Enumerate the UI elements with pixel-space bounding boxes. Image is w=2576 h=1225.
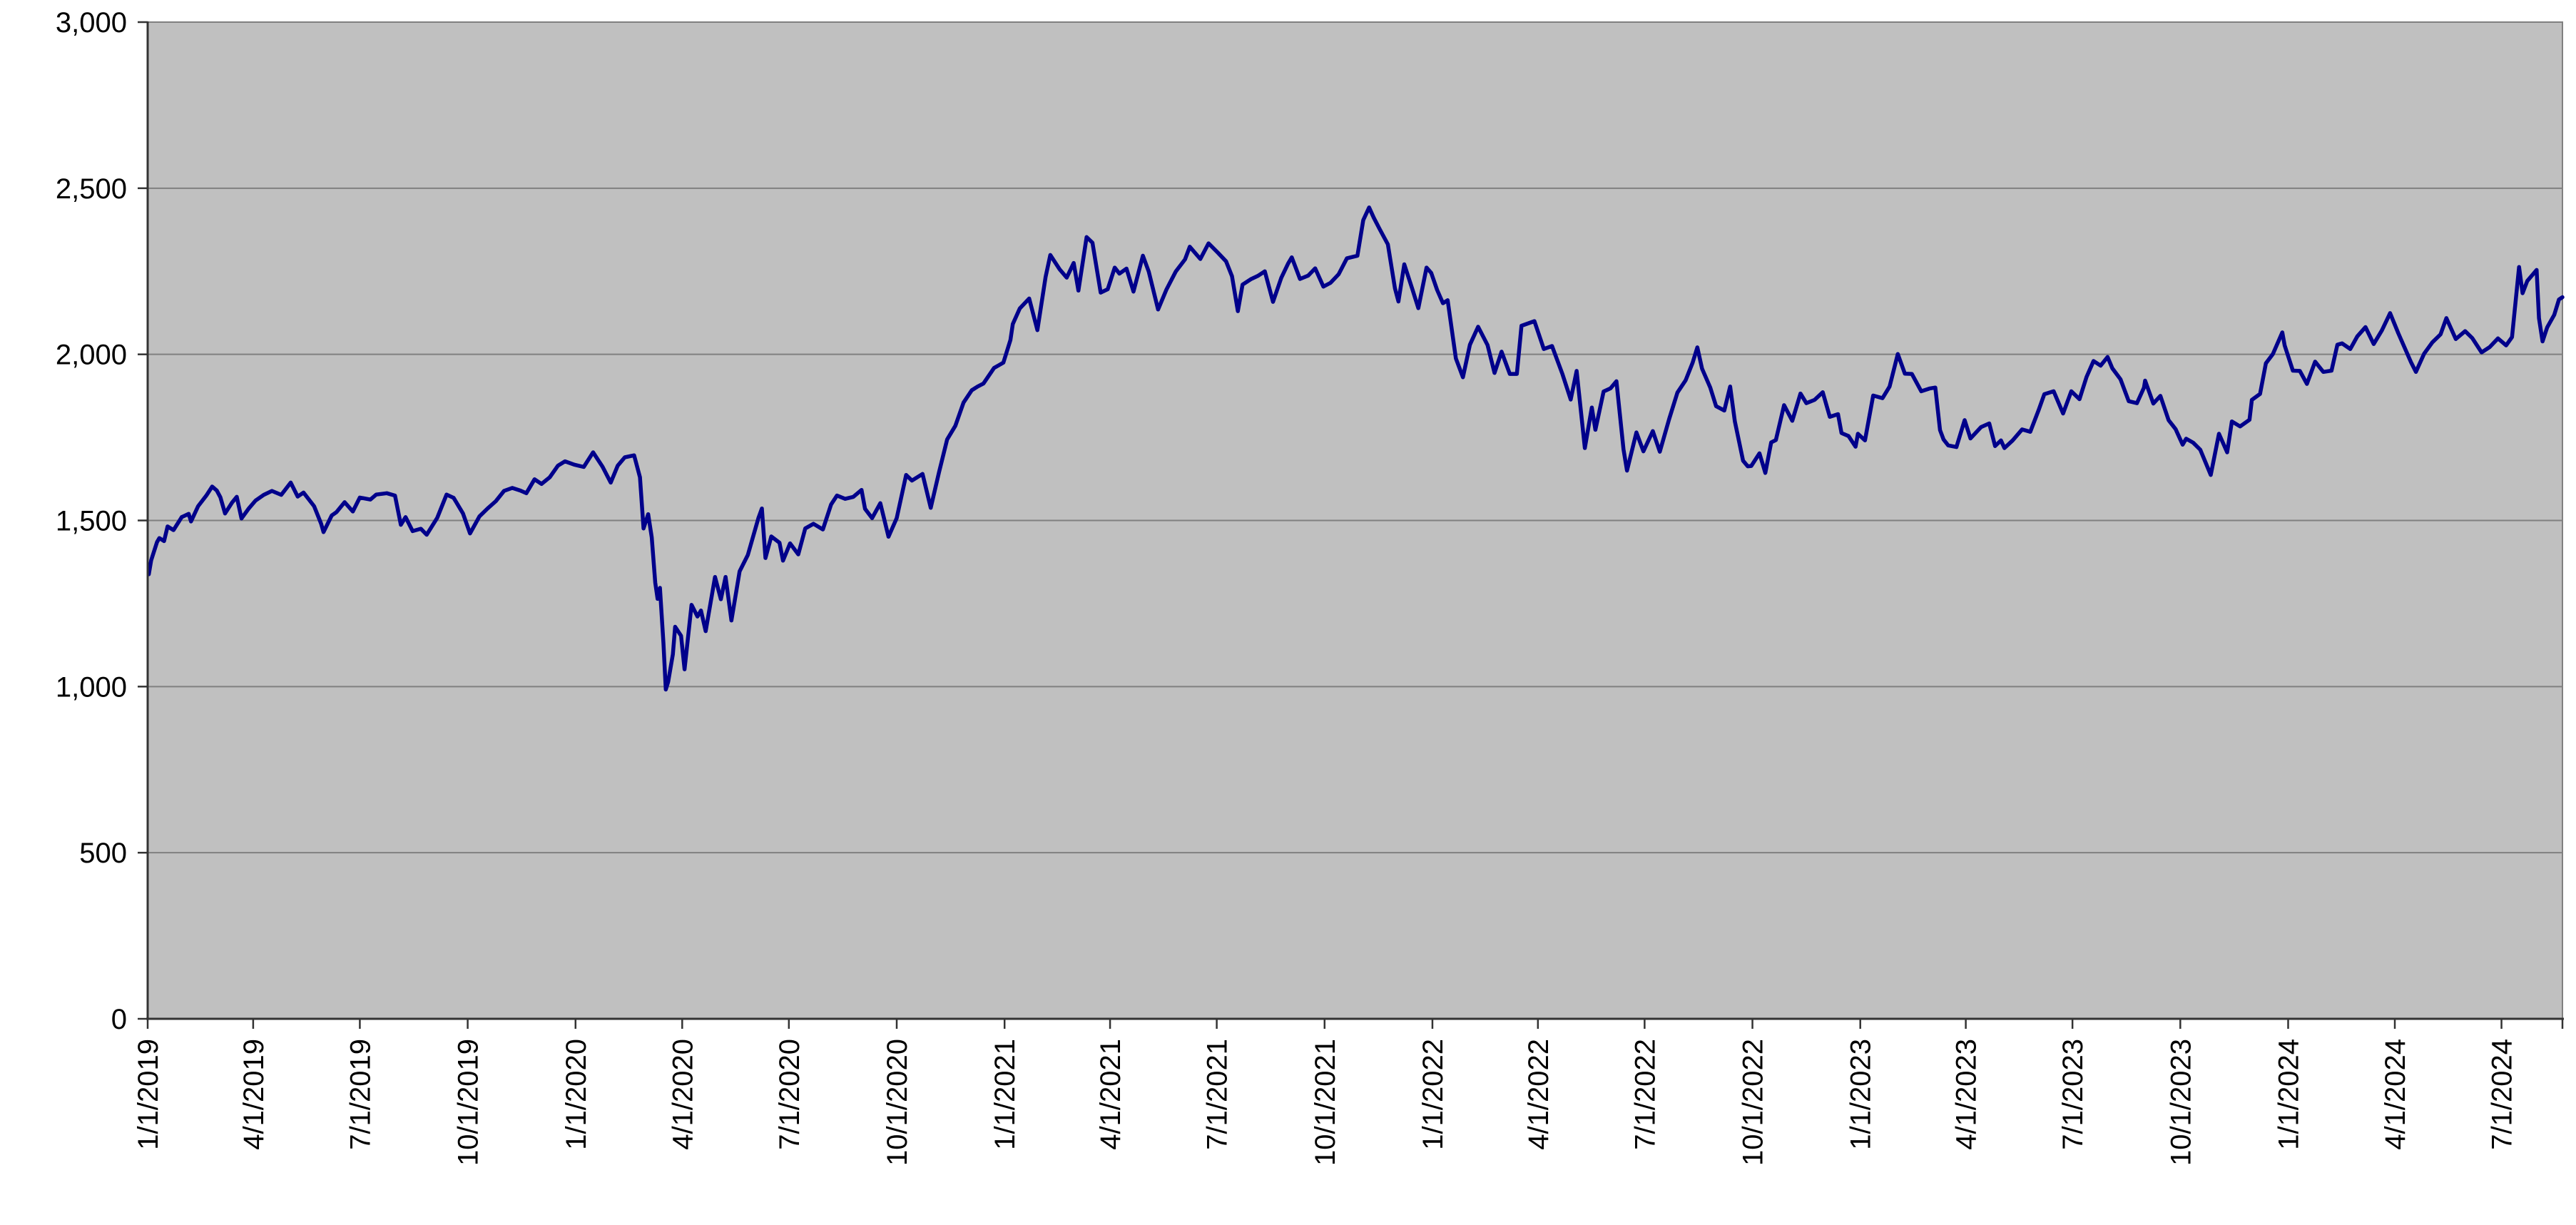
x-tick-label: 10/1/2021 — [1310, 1039, 1341, 1166]
x-tick-label: 7/1/2024 — [2487, 1039, 2518, 1150]
x-tick-label: 10/1/2023 — [2165, 1039, 2196, 1166]
x-tick-label: 7/1/2021 — [1202, 1039, 1233, 1150]
x-tick-label: 4/1/2022 — [1523, 1039, 1554, 1150]
y-tick-label: 2,500 — [56, 173, 127, 205]
x-tick-label: 10/1/2019 — [453, 1039, 484, 1166]
y-tick-label: 1,500 — [56, 506, 127, 537]
x-tick-label: 7/1/2023 — [2057, 1039, 2089, 1150]
data-series-line — [146, 205, 2565, 692]
x-tick-label: 4/1/2019 — [238, 1039, 270, 1150]
x-tick-label: 1/1/2023 — [1846, 1039, 1877, 1150]
x-tick-label: 1/1/2021 — [989, 1039, 1021, 1150]
x-tick-label: 4/1/2023 — [1951, 1039, 1982, 1150]
x-tick-label: 4/1/2024 — [2380, 1039, 2411, 1150]
x-tick-label: 7/1/2019 — [345, 1039, 376, 1150]
y-tick-label: 3,000 — [56, 7, 127, 39]
x-tick-label: 7/1/2020 — [774, 1039, 805, 1150]
x-tick-label: 1/1/2020 — [561, 1039, 592, 1150]
x-tick-label: 1/1/2022 — [1417, 1039, 1449, 1150]
y-tick-label: 500 — [79, 838, 127, 869]
x-tick-label: 1/1/2024 — [2273, 1039, 2304, 1150]
x-tick-label: 10/1/2020 — [882, 1039, 913, 1166]
y-tick-label: 0 — [111, 1004, 127, 1035]
x-tick-label: 1/1/2019 — [133, 1039, 164, 1150]
y-tick-label: 2,000 — [56, 340, 127, 371]
x-tick-label: 10/1/2022 — [1738, 1039, 1769, 1166]
x-tick-label: 4/1/2021 — [1095, 1039, 1126, 1150]
x-tick-label: 4/1/2020 — [667, 1039, 698, 1150]
x-tick-label: 7/1/2022 — [1629, 1039, 1661, 1150]
y-tick-label: 1,000 — [56, 671, 127, 703]
